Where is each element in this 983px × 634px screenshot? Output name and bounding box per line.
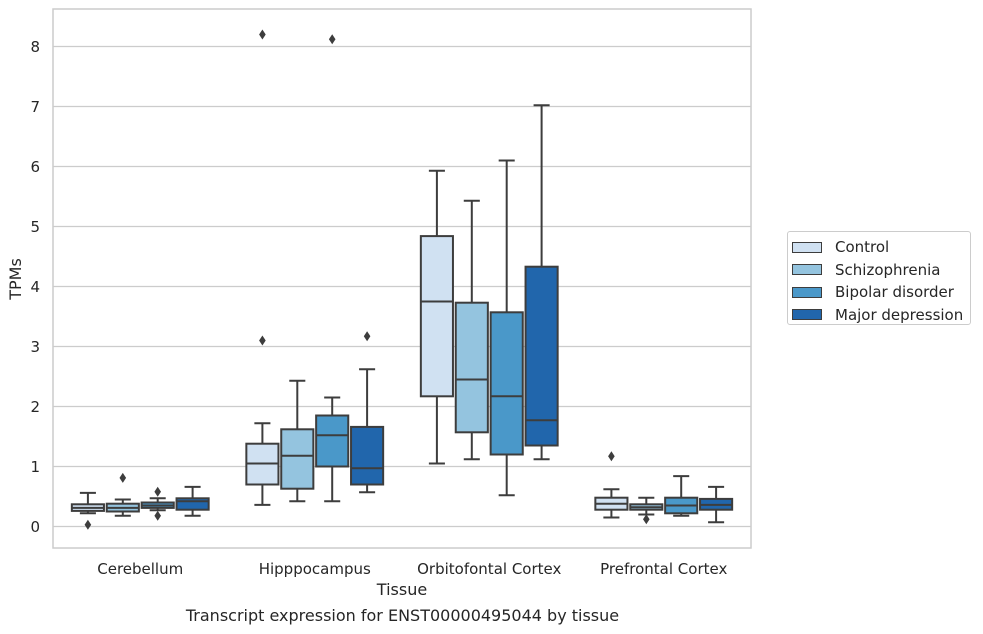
legend-item-schizophrenia: Schizophrenia — [792, 259, 970, 282]
box-hipppocampus-bipolar-disorder-outlier-0 — [328, 34, 336, 45]
y-tick-label-3: 3 — [30, 338, 40, 356]
legend-swatch-bipolar-disorder — [792, 286, 822, 298]
legend: Control Schizophrenia Bipolar disorder M… — [787, 231, 971, 325]
box-hipppocampus-control-outlier-0 — [259, 335, 266, 346]
box-cerebellum-major-depression-iqr-box — [175, 497, 210, 511]
box-orbitofontal-cortex-bipolar-disorder-iqr-box — [489, 311, 524, 456]
chart-caption: Transcript expression for ENST0000049504… — [185, 606, 620, 625]
box-prefrontal-cortex-bipolar-disorder — [664, 475, 699, 517]
gridlines — [53, 45, 751, 528]
y-axis-ticks: 0 1 2 3 4 5 6 7 8 — [30, 38, 40, 536]
box-cerebellum-bipolar-disorder-outlier-0 — [154, 510, 161, 521]
box-prefrontal-cortex-schizophrenia — [629, 496, 664, 525]
x-tick-label-prefrontal-cortex: Prefrontal Cortex — [600, 560, 727, 578]
box-orbitofontal-cortex-major-depression-iqr-box — [524, 265, 559, 447]
box-cerebellum-schizophrenia — [105, 472, 140, 517]
box-hipppocampus-bipolar-disorder — [315, 34, 350, 503]
box-cerebellum-bipolar-disorder — [140, 486, 175, 521]
x-tick-label-orbitofontal-cortex: Orbitofontal Cortex — [417, 560, 561, 578]
box-prefrontal-cortex-control-outlier-0 — [608, 451, 615, 462]
legend-item-bipolar-disorder: Bipolar disorder — [792, 281, 970, 304]
box-cerebellum-bipolar-disorder-outlier-1 — [154, 486, 161, 497]
box-series — [70, 29, 734, 530]
box-hipppocampus-bipolar-disorder-iqr-box — [315, 414, 350, 468]
box-orbitofontal-cortex-schizophrenia-iqr-box — [454, 301, 489, 434]
y-tick-label-1: 1 — [30, 458, 40, 476]
box-cerebellum-control — [70, 491, 105, 530]
x-tick-label-hipppocampus: Hipppocampus — [259, 560, 371, 578]
legend-label-major-depression: Major depression — [835, 305, 964, 324]
legend-swatch-control — [792, 241, 822, 253]
box-hipppocampus-major-depression — [350, 331, 385, 494]
y-tick-label-6: 6 — [30, 158, 40, 176]
y-tick-label-4: 4 — [30, 278, 40, 296]
y-tick-label-5: 5 — [30, 218, 40, 236]
box-orbitofontal-cortex-major-depression — [524, 104, 559, 461]
legend-item-control: Control — [792, 236, 970, 259]
box-hipppocampus-schizophrenia-iqr-box — [280, 428, 315, 490]
box-orbitofontal-cortex-control-iqr-box — [419, 235, 454, 398]
box-hipppocampus-schizophrenia — [280, 379, 315, 503]
box-cerebellum-control-outlier-0 — [84, 519, 92, 530]
y-tick-label-2: 2 — [30, 398, 40, 416]
box-cerebellum-schizophrenia-outlier-0 — [119, 472, 127, 483]
y-tick-label-8: 8 — [30, 38, 40, 56]
box-hipppocampus-control — [245, 29, 280, 506]
box-hipppocampus-major-depression-iqr-box — [350, 425, 385, 486]
x-tick-label-cerebellum: Cerebellum — [97, 560, 183, 578]
box-prefrontal-cortex-control — [594, 451, 629, 519]
legend-swatch-schizophrenia — [792, 264, 822, 276]
legend-label-schizophrenia: Schizophrenia — [835, 260, 941, 279]
legend-swatch-major-depression — [792, 309, 822, 321]
box-orbitofontal-cortex-bipolar-disorder — [489, 159, 524, 497]
box-prefrontal-cortex-schizophrenia-outlier-0 — [643, 514, 650, 525]
box-orbitofontal-cortex-schizophrenia — [454, 199, 489, 461]
box-hipppocampus-major-depression-outlier-0 — [363, 331, 371, 342]
box-cerebellum-major-depression — [175, 485, 210, 517]
y-tick-label-0: 0 — [30, 518, 40, 536]
x-axis-ticks: Cerebellum Hipppocampus Orbitofontal Corte… — [97, 560, 727, 578]
legend-item-major-depression: Major depression — [792, 304, 970, 327]
legend-label-bipolar-disorder: Bipolar disorder — [835, 283, 954, 302]
plot-frame — [52, 8, 752, 549]
y-axis-title: TPMs — [6, 258, 25, 301]
legend-label-control: Control — [835, 238, 890, 257]
y-tick-label-7: 7 — [30, 98, 40, 116]
box-hipppocampus-control-outlier-1 — [259, 29, 266, 40]
box-prefrontal-cortex-major-depression — [699, 485, 734, 524]
x-axis-title: Tissue — [376, 580, 427, 599]
box-orbitofontal-cortex-control — [419, 169, 454, 465]
